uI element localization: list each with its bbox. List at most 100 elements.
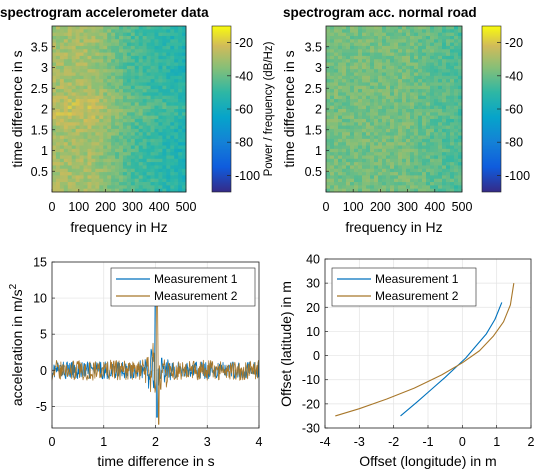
heatmap-cell xyxy=(438,52,443,57)
heatmap-cell xyxy=(146,155,151,160)
heatmap-cell xyxy=(170,125,175,130)
heatmap-cell xyxy=(446,128,451,133)
heatmap-cell xyxy=(130,65,136,70)
heatmap-cell xyxy=(346,35,351,40)
heatmap-cell xyxy=(338,55,343,60)
heatmap-cell xyxy=(154,115,159,120)
heatmap-cell xyxy=(338,29,343,34)
heatmap-cell xyxy=(63,165,69,170)
heatmap-cell xyxy=(370,92,375,97)
colorbar-tick-label: -80 xyxy=(235,136,253,150)
heatmap-cell xyxy=(55,42,61,47)
heatmap-cell xyxy=(374,135,379,140)
heatmap-cell xyxy=(178,125,183,130)
heatmap-cell xyxy=(442,59,447,63)
heatmap-cell xyxy=(410,155,415,160)
heatmap-cell xyxy=(386,109,391,113)
heatmap-cell xyxy=(382,69,387,73)
heatmap-cell xyxy=(326,79,331,83)
heatmap-cell xyxy=(450,69,455,73)
heatmap-cell xyxy=(158,188,163,193)
heatmap-cell xyxy=(386,105,391,110)
heatmap-cell xyxy=(87,109,92,113)
heatmap-cell xyxy=(442,55,447,60)
heatmap-cell xyxy=(111,128,116,133)
heatmap-cell xyxy=(170,69,175,73)
heatmap-cell xyxy=(170,26,175,30)
heatmap-cell xyxy=(91,45,96,50)
heatmap-cell xyxy=(358,29,363,34)
series-line-1 xyxy=(400,302,503,417)
heatmap-cell xyxy=(386,65,391,70)
heatmap-cell xyxy=(414,125,419,130)
heatmap-cell xyxy=(438,92,443,97)
x-tick-label: 500 xyxy=(176,200,197,214)
heatmap-cell xyxy=(178,102,183,107)
heatmap-cell xyxy=(55,62,61,67)
heatmap-cell xyxy=(378,45,383,50)
heatmap-cell xyxy=(63,62,69,67)
heatmap-cell xyxy=(178,109,183,113)
heatmap-cell xyxy=(358,35,363,40)
heatmap-cell xyxy=(358,92,363,97)
heatmap-cell xyxy=(442,142,447,146)
heatmap-cell xyxy=(122,155,128,160)
heatmap-cell xyxy=(454,142,459,146)
heatmap-cell xyxy=(150,85,155,90)
heatmap-cell xyxy=(83,79,88,83)
heatmap-cell xyxy=(374,142,379,146)
heatmap-cell xyxy=(111,178,116,183)
heatmap-cell xyxy=(150,65,155,70)
heatmap-cell xyxy=(402,59,407,63)
heatmap-cell xyxy=(442,105,447,110)
heatmap-cell xyxy=(111,62,116,67)
heatmap-cell xyxy=(111,72,116,77)
heatmap-cell xyxy=(454,145,459,150)
heatmap-cell xyxy=(430,118,435,123)
heatmap-cell xyxy=(350,122,355,126)
heatmap-cell xyxy=(398,125,403,130)
heatmap-cell xyxy=(63,145,69,150)
heatmap-cell xyxy=(350,72,355,77)
heatmap-cell xyxy=(354,175,359,180)
heatmap-cell xyxy=(334,148,339,153)
heatmap-cell xyxy=(130,178,136,183)
heatmap-cell xyxy=(422,165,427,170)
heatmap-cell xyxy=(59,32,65,37)
heatmap-cell xyxy=(378,52,383,57)
heatmap-cell xyxy=(67,145,73,150)
heatmap-cell xyxy=(370,112,375,117)
heatmap-cell xyxy=(426,115,431,120)
heatmap-cell xyxy=(55,82,61,87)
heatmap-cell xyxy=(390,45,395,50)
heatmap-cell xyxy=(438,162,443,166)
heatmap-cell xyxy=(103,135,108,140)
heatmap-cell xyxy=(115,178,120,183)
heatmap-cell xyxy=(75,45,80,50)
heatmap-cell xyxy=(426,89,431,93)
heatmap-cell xyxy=(95,45,100,50)
heatmap-cell xyxy=(67,135,73,140)
heatmap-cell xyxy=(138,95,144,100)
y-tick-label: 2.5 xyxy=(31,82,48,96)
heatmap-cell xyxy=(422,132,427,136)
heatmap-cell xyxy=(122,178,128,183)
heatmap-cell xyxy=(366,92,371,97)
heatmap-cell xyxy=(79,39,84,43)
heatmap-cell xyxy=(402,89,407,93)
heatmap-cell xyxy=(386,102,391,107)
heatmap-cell xyxy=(350,188,355,193)
heatmap-cell xyxy=(154,188,159,193)
heatmap-cell xyxy=(378,115,383,120)
heatmap-cell xyxy=(95,55,100,60)
heatmap-cell xyxy=(338,45,343,50)
heatmap-cell xyxy=(382,182,387,186)
heatmap-cell xyxy=(346,42,351,47)
heatmap-cell xyxy=(422,152,427,156)
heatmap-cell xyxy=(370,59,375,63)
heatmap-cell xyxy=(406,148,411,153)
heatmap-cell xyxy=(418,32,423,37)
heatmap-cell xyxy=(71,29,77,34)
heatmap-cell xyxy=(87,115,92,120)
